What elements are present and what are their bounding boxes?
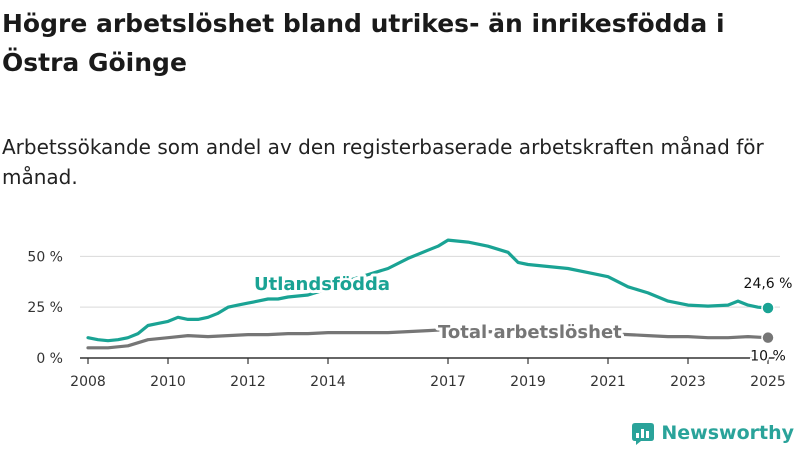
x-tick-label: 2023 bbox=[670, 374, 706, 390]
x-tick-label: 2014 bbox=[310, 374, 346, 390]
series-label-utlandsfodda-halo: Utlandsfödda bbox=[254, 274, 390, 295]
chart-subtitle: Arbetssökande som andel av den registerb… bbox=[2, 135, 764, 189]
y-tick-label: 25 % bbox=[27, 300, 63, 316]
newsworthy-logo-icon bbox=[632, 423, 655, 445]
x-tick-label: 2017 bbox=[430, 374, 466, 390]
x-tick-label: 2008 bbox=[70, 374, 106, 390]
x-tick-label: 2012 bbox=[230, 374, 266, 390]
brand-logo: Newsworthy bbox=[631, 420, 794, 446]
series-line-1 bbox=[86, 238, 770, 343]
series-end-point-1 bbox=[761, 301, 775, 315]
x-tick-label: 2025 bbox=[750, 374, 786, 390]
brand-name: Newsworthy bbox=[661, 422, 794, 444]
chart-title: Högre arbetslöshet bland utrikes- än inr… bbox=[2, 9, 725, 77]
x-tick-label: 2019 bbox=[510, 374, 546, 390]
x-tick-label: 2021 bbox=[590, 374, 626, 390]
series-line-2 bbox=[86, 327, 770, 350]
series-end-label-2: 10 % bbox=[750, 349, 786, 365]
series-label-total-halo: Total arbetslöshet bbox=[438, 322, 622, 343]
x-tick-label: 2010 bbox=[150, 374, 186, 390]
series-end-label-1: 24,6 % bbox=[744, 276, 793, 292]
series-label-utlandsfodda: Utlandsfödda bbox=[254, 274, 390, 295]
y-tick-label: 0 % bbox=[36, 351, 63, 367]
series-label-total: Total arbetslöshet bbox=[438, 322, 622, 343]
series-end-point-2 bbox=[761, 330, 775, 345]
y-tick-label: 50 % bbox=[27, 249, 63, 265]
